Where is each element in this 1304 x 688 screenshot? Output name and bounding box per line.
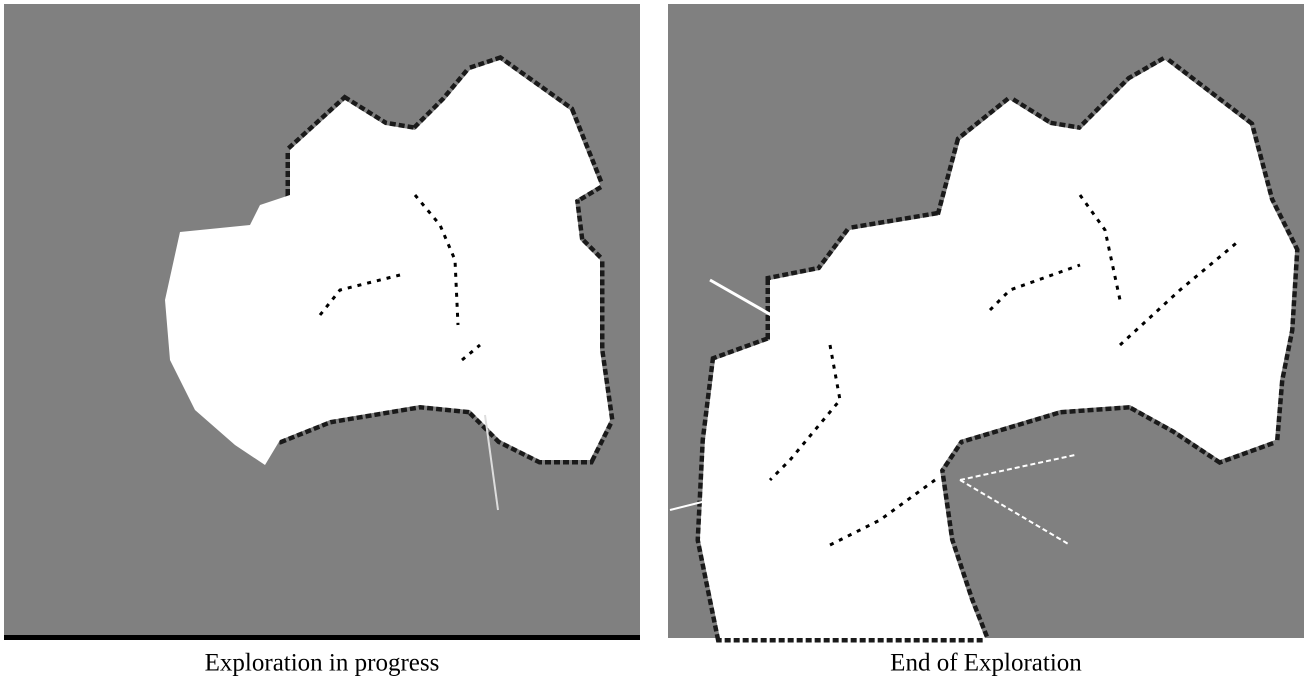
caption: End of Exploration: [890, 650, 1082, 677]
map-in-progress: [4, 4, 640, 640]
caption: Exploration in progress: [205, 650, 440, 677]
figure: Exploration in progress End of Explorati…: [0, 0, 1304, 683]
map-end: [668, 4, 1304, 638]
